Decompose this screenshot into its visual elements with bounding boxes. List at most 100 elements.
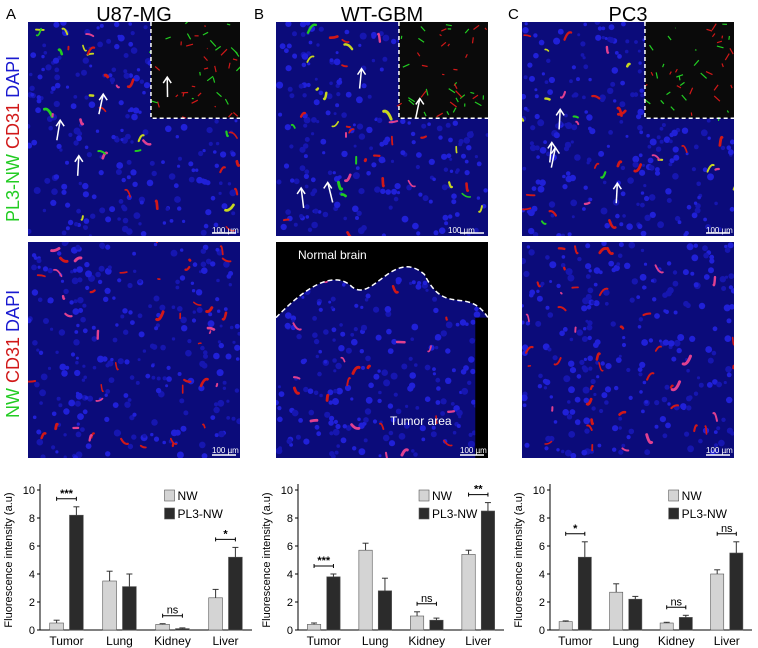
vessel: [714, 167, 720, 171]
nucleus: [644, 400, 649, 404]
nucleus: [196, 176, 203, 184]
nucleus: [30, 93, 34, 97]
nucleus: [83, 225, 88, 231]
nucleus: [210, 261, 216, 267]
nucleus: [328, 400, 333, 405]
nucleus: [590, 300, 595, 305]
nucleus: [77, 413, 84, 420]
nucleus: [431, 425, 436, 430]
nucleus: [388, 205, 393, 210]
nucleus: [411, 140, 416, 145]
nucleus: [191, 318, 197, 323]
vessel: [589, 385, 594, 391]
inset-vessel: [455, 97, 459, 103]
nucleus: [599, 408, 604, 414]
vessel: [292, 386, 300, 395]
nucleus: [61, 242, 68, 247]
significance-label: *: [223, 528, 228, 540]
nucleus: [411, 449, 415, 453]
panel-title-wtgbm: WT-GBM: [340, 4, 424, 26]
nucleus: [334, 450, 339, 455]
nucleus: [165, 207, 170, 211]
nucleus: [236, 418, 240, 425]
nucleus: [226, 399, 230, 403]
legend-swatch-pl3nw: [418, 507, 430, 520]
nucleus: [132, 412, 137, 417]
bar: [729, 552, 744, 631]
vessel: [199, 377, 209, 388]
nucleus: [562, 409, 569, 416]
inset-vessel: [669, 71, 672, 75]
vessel: [126, 78, 135, 89]
row-label-top-cd31: CD31: [3, 102, 23, 149]
arrow-indicator: [300, 187, 305, 209]
nucleus: [443, 167, 449, 172]
nucleus: [726, 318, 732, 324]
nucleus: [329, 58, 334, 63]
vessel: [447, 410, 456, 413]
nucleus: [669, 139, 673, 144]
vessel: [525, 345, 534, 354]
inset-vessel: [440, 41, 447, 47]
nucleus: [546, 151, 551, 157]
nucleus: [672, 146, 679, 153]
nucleus: [566, 414, 573, 420]
nucleus: [139, 79, 144, 84]
nucleus: [632, 161, 639, 168]
nucleus: [396, 191, 401, 195]
vessel: [718, 135, 724, 147]
nucleus: [229, 325, 234, 330]
nucleus: [460, 369, 467, 375]
nucleus: [200, 248, 206, 254]
nucleus: [312, 316, 317, 321]
nucleus: [291, 319, 295, 323]
inset-vessel: [206, 75, 214, 82]
arrowhead-indicator: [547, 141, 557, 149]
nucleus: [53, 174, 60, 180]
inset-vessel: [474, 101, 482, 107]
nucleus: [676, 347, 682, 354]
nucleus: [310, 177, 316, 183]
x-tick-label: Kidney: [658, 634, 695, 648]
nucleus: [537, 185, 545, 193]
nucleus: [65, 160, 69, 165]
nucleus: [31, 253, 37, 258]
nucleus: [50, 90, 54, 94]
inset-vessel: [700, 72, 708, 79]
vessel: [598, 287, 609, 297]
inset-vessel: [214, 105, 217, 108]
arrow-indicator: [327, 182, 334, 203]
nucleus: [448, 214, 453, 219]
nucleus: [602, 180, 607, 185]
nucleus: [567, 274, 575, 282]
nucleus: [561, 233, 565, 236]
nucleus: [618, 242, 624, 248]
nucleus: [355, 216, 359, 220]
nucleus: [706, 382, 713, 388]
nucleus: [711, 350, 717, 356]
nucleus: [553, 132, 560, 139]
vessel: [385, 451, 388, 458]
vessel: [142, 139, 152, 146]
nucleus: [468, 356, 475, 363]
nucleus: [177, 164, 181, 168]
x-tick-label: Liver: [714, 634, 740, 648]
inset-vessel: [724, 53, 730, 61]
nucleus: [36, 98, 42, 104]
nucleus: [353, 144, 357, 148]
nucleus: [63, 288, 69, 295]
nucleus: [384, 306, 392, 313]
nucleus: [97, 355, 105, 363]
nucleus: [82, 409, 88, 415]
nucleus: [129, 107, 134, 113]
nucleus: [647, 144, 652, 149]
nucleus: [584, 428, 590, 434]
nucleus: [352, 172, 360, 180]
nucleus: [655, 167, 660, 172]
nucleus: [183, 410, 189, 416]
nucleus: [586, 157, 592, 163]
nucleus: [318, 307, 323, 312]
nucleus: [170, 429, 178, 437]
nucleus: [151, 419, 158, 426]
nucleus: [232, 340, 236, 344]
